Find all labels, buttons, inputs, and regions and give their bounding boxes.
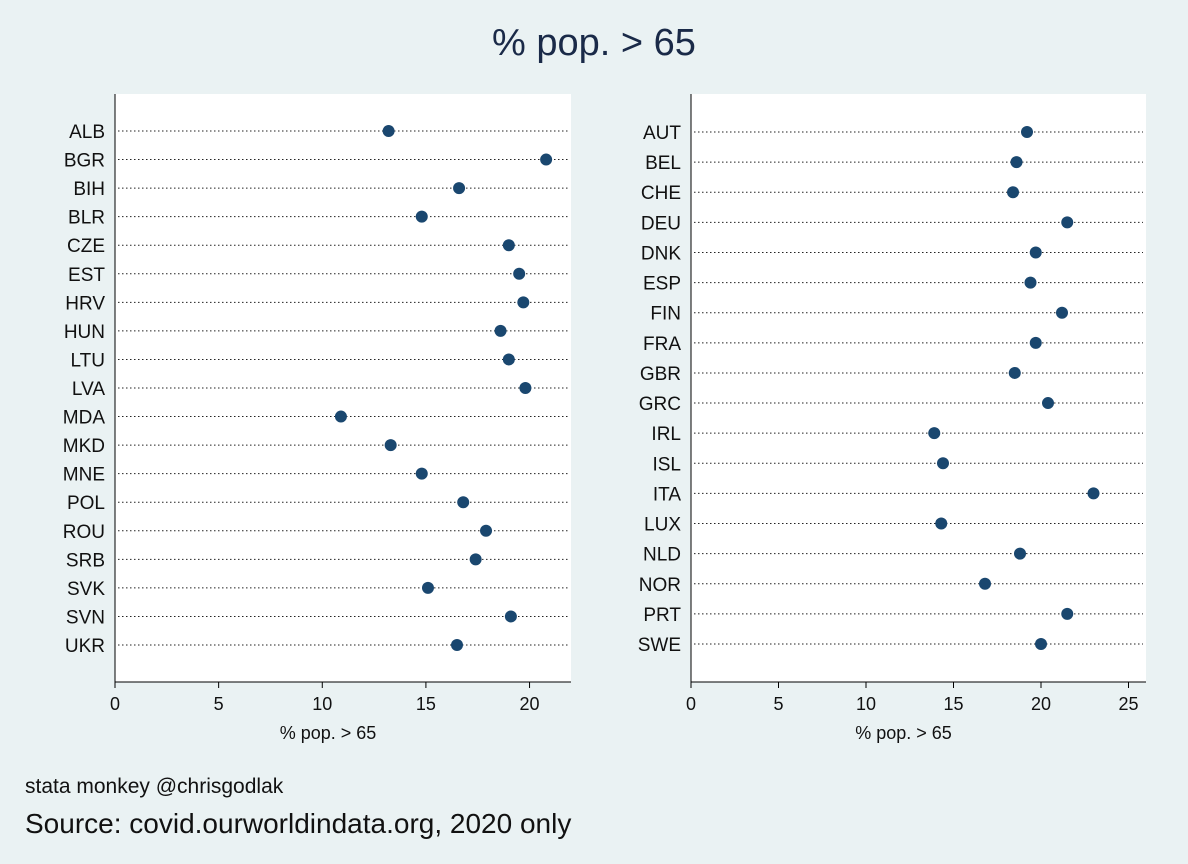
category-label: BLR (68, 208, 105, 229)
category-label: HUN (64, 322, 105, 343)
data-point (1061, 607, 1074, 620)
category-label: ITA (653, 484, 681, 505)
category-label: IRL (651, 424, 681, 445)
data-point (1087, 487, 1100, 500)
data-point (1061, 216, 1074, 229)
source-caption: Source: covid.ourworldindata.org, 2020 o… (25, 808, 572, 839)
data-point (519, 382, 532, 394)
category-label: SWE (638, 635, 681, 656)
category-label: SRB (66, 550, 105, 571)
data-point (1014, 547, 1026, 560)
author-note: stata monkey @chrisgodlak (25, 775, 284, 798)
category-label: FIN (650, 304, 681, 325)
x-axis-title: % pop. > 65 (855, 723, 952, 743)
category-label: UKR (65, 636, 105, 657)
data-point (421, 581, 434, 594)
category-label: MDA (63, 408, 106, 429)
category-label: PRT (643, 605, 681, 626)
category-label: AUT (643, 123, 681, 144)
category-label: POL (67, 493, 105, 514)
category-label: SVK (67, 579, 105, 600)
data-point (540, 153, 553, 166)
data-point (453, 182, 466, 195)
category-label: GRC (639, 394, 681, 415)
data-point (979, 577, 991, 590)
category-label: MKD (63, 436, 105, 457)
left-panel: 0 5 10 15 20 % pop. > 65 ALB BGR BIH BLR CZE EST HRV… (63, 94, 571, 743)
category-label: BIH (73, 179, 105, 200)
category-label: NLD (643, 545, 681, 566)
x-tick-label: 5 (773, 694, 783, 714)
data-point (502, 353, 515, 366)
x-tick-label: 25 (1118, 694, 1138, 714)
category-label: BEL (645, 153, 681, 174)
x-tick-label: 15 (416, 694, 436, 714)
data-point (928, 427, 941, 440)
data-point (415, 210, 428, 223)
data-point (469, 553, 482, 566)
plot-area (691, 94, 1146, 682)
data-point (494, 324, 507, 337)
x-tick-label: 20 (1031, 694, 1051, 714)
x-tick-label: 5 (214, 694, 224, 714)
data-point (384, 439, 397, 452)
category-label: ROU (63, 522, 105, 543)
data-point (502, 239, 515, 252)
x-tick-label: 15 (943, 694, 963, 714)
x-tick-label: 20 (520, 694, 540, 714)
data-point (415, 467, 428, 480)
data-point (1042, 397, 1054, 410)
category-label: EST (68, 265, 105, 286)
data-point (334, 410, 347, 423)
x-tick-label: 10 (312, 694, 332, 714)
data-point (1056, 306, 1068, 319)
category-label: BGR (64, 151, 105, 172)
category-label: SVN (66, 607, 105, 628)
data-point (1029, 336, 1042, 349)
category-label: ISL (652, 454, 681, 475)
x-tick-label: 0 (686, 694, 696, 714)
data-point (382, 125, 395, 137)
category-label: LUX (644, 515, 681, 536)
category-label: MNE (63, 465, 105, 486)
data-point (1029, 246, 1042, 259)
data-point (935, 517, 948, 530)
data-point (1024, 276, 1037, 289)
category-label: NOR (639, 575, 681, 596)
category-label: DEU (641, 213, 681, 234)
category-label: CZE (67, 236, 105, 257)
data-point (1008, 366, 1021, 379)
data-point (937, 457, 949, 470)
category-label: FRA (643, 334, 681, 355)
data-point (1007, 186, 1019, 199)
data-point (480, 524, 493, 537)
data-point (504, 610, 517, 623)
data-point (451, 639, 463, 651)
chart-title: % pop. > 65 (492, 22, 696, 64)
x-tick-label: 0 (110, 694, 120, 714)
category-label: ESP (643, 274, 681, 295)
category-label: LVA (72, 379, 105, 400)
right-panel: 0 5 10 15 20 25 % pop. > 65 AUT BEL CHE DEU DNK ESP F… (638, 94, 1146, 743)
data-point (457, 496, 470, 509)
data-point (1035, 638, 1047, 650)
category-label: ALB (69, 122, 105, 143)
category-label: HRV (65, 293, 105, 314)
data-point (517, 296, 530, 309)
data-point (1021, 126, 1033, 138)
data-point (1010, 156, 1023, 169)
data-point (513, 267, 526, 280)
x-tick-label: 10 (856, 694, 876, 714)
category-label: CHE (641, 183, 681, 204)
category-label: GBR (640, 364, 681, 385)
category-label: DNK (641, 243, 681, 264)
x-axis-title: % pop. > 65 (280, 723, 377, 743)
category-label: LTU (71, 350, 105, 371)
